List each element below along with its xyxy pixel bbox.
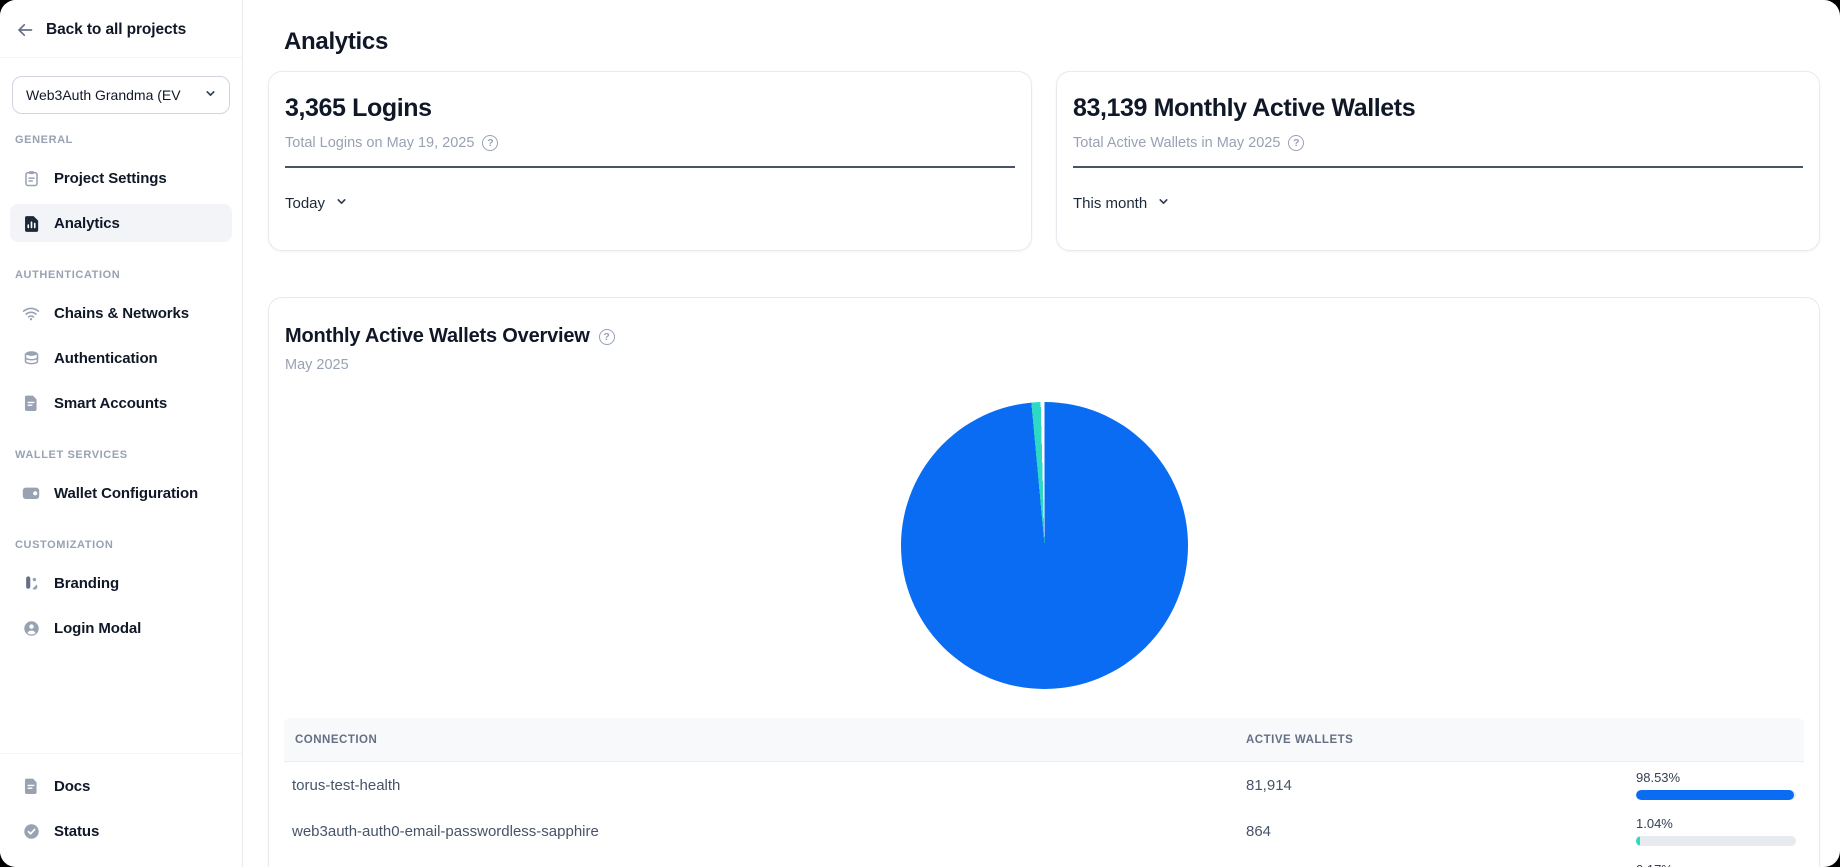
percent-label: 1.04% bbox=[1636, 816, 1673, 831]
section-label: GENERAL bbox=[15, 134, 73, 146]
sidebar-section-wallet-services: WALLET SERVICES Wallet Configuration bbox=[0, 449, 242, 519]
maw-range-value: This month bbox=[1073, 195, 1148, 212]
sidebar-item-docs[interactable]: Docs bbox=[10, 767, 232, 805]
column-header-active-wallets: ACTIVE WALLETS bbox=[1246, 733, 1354, 746]
sidebar-section-customization: CUSTOMIZATION Branding Login Modal bbox=[0, 539, 242, 654]
sidebar-item-branding[interactable]: Branding bbox=[10, 564, 232, 602]
active-wallets-pie-chart bbox=[900, 402, 1188, 689]
percent-cell: 0.17% bbox=[1636, 862, 1804, 867]
sidebar-item-label: Login Modal bbox=[54, 619, 142, 637]
table-header: CONNECTION ACTIVE WALLETS bbox=[284, 718, 1804, 762]
sidebar-item-label: Chains & Networks bbox=[54, 304, 189, 322]
percent-bar bbox=[1636, 836, 1796, 846]
chevron-down-icon bbox=[1157, 195, 1170, 212]
connection-name: web3auth-auth0-email-passwordless-sapphi… bbox=[292, 822, 599, 840]
logins-count: 3,365 Logins bbox=[285, 94, 432, 122]
sidebar-footer: Docs Status bbox=[0, 753, 242, 857]
sidebar-item-label: Docs bbox=[54, 777, 91, 795]
page-title: Analytics bbox=[284, 28, 389, 55]
active-wallets-value: 864 bbox=[1246, 822, 1272, 840]
file-icon bbox=[21, 393, 41, 413]
stat-cards-row: 3,365 Logins Total Logins on May 19, 202… bbox=[268, 71, 1820, 251]
sidebar-item-label: Project Settings bbox=[54, 169, 167, 187]
wifi-icon bbox=[21, 303, 41, 323]
help-icon[interactable]: ? bbox=[482, 135, 499, 151]
percent-label: 0.17% bbox=[1636, 862, 1804, 867]
sidebar-item-project-settings[interactable]: Project Settings bbox=[10, 159, 232, 197]
connection-name: torus-test-health bbox=[292, 776, 401, 794]
table-row: torus-test-health 81,914 98.53% bbox=[284, 762, 1804, 808]
database-icon bbox=[21, 348, 41, 368]
card-divider bbox=[285, 166, 1015, 168]
sidebar: Back to all projects Web3Auth Grandma (E… bbox=[0, 0, 243, 867]
sidebar-item-label: Wallet Configuration bbox=[54, 484, 199, 502]
sidebar-item-chains-networks[interactable]: Chains & Networks bbox=[10, 294, 232, 332]
chevron-down-icon bbox=[335, 195, 348, 212]
sidebar-section-authentication: AUTHENTICATION Chains & Networks Authent… bbox=[0, 269, 242, 429]
active-wallets-value: 81,914 bbox=[1246, 776, 1292, 794]
sidebar-item-label: Status bbox=[54, 822, 100, 840]
percent-label: 98.53% bbox=[1636, 770, 1681, 785]
card-divider bbox=[1073, 166, 1803, 168]
sidebar-item-wallet-configuration[interactable]: Wallet Configuration bbox=[10, 474, 232, 512]
project-selector-value: Web3Auth Grandma (EV bbox=[26, 87, 181, 103]
logins-range-dropdown[interactable]: Today bbox=[285, 195, 348, 212]
table-row: web3auth-auth0-email-passwordless-sapphi… bbox=[284, 808, 1804, 854]
logins-subtitle: Total Logins on May 19, 2025 ? bbox=[285, 135, 1015, 151]
bar-chart-icon bbox=[21, 213, 41, 233]
overview-title: Monthly Active Wallets Overview bbox=[285, 325, 590, 347]
sidebar-item-analytics[interactable]: Analytics bbox=[10, 204, 232, 242]
column-header-connection: CONNECTION bbox=[295, 733, 378, 746]
logins-subtitle-text: Total Logins on May 19, 2025 bbox=[285, 135, 475, 151]
logins-range-value: Today bbox=[285, 195, 326, 212]
clipboard-icon bbox=[21, 168, 41, 188]
sidebar-item-label: Branding bbox=[54, 574, 120, 592]
help-icon[interactable]: ? bbox=[598, 328, 615, 345]
sidebar-item-label: Smart Accounts bbox=[54, 394, 168, 412]
maw-count: 83,139 Monthly Active Wallets bbox=[1073, 94, 1416, 122]
user-circle-icon bbox=[21, 618, 41, 638]
docs-icon bbox=[21, 776, 41, 796]
sidebar-item-authentication[interactable]: Authentication bbox=[10, 339, 232, 377]
logins-card: 3,365 Logins Total Logins on May 19, 202… bbox=[268, 71, 1032, 251]
sidebar-item-status[interactable]: Status bbox=[10, 812, 232, 850]
sidebar-item-smart-accounts[interactable]: Smart Accounts bbox=[10, 384, 232, 422]
section-label: AUTHENTICATION bbox=[15, 269, 121, 281]
project-selector[interactable]: Web3Auth Grandma (EV bbox=[12, 76, 230, 114]
section-label: WALLET SERVICES bbox=[15, 449, 128, 461]
chevron-down-icon bbox=[204, 87, 217, 103]
percent-bar bbox=[1636, 790, 1796, 800]
percent-cell: 98.53% bbox=[1636, 770, 1804, 800]
overview-subtitle: May 2025 bbox=[285, 357, 349, 373]
back-to-projects-label: Back to all projects bbox=[46, 21, 187, 38]
paintbrush-icon bbox=[21, 573, 41, 593]
wallet-icon bbox=[21, 483, 41, 503]
table-row: web3auth-google-sapphire 145 0.17% bbox=[284, 854, 1804, 867]
wallets-overview-card: Monthly Active Wallets Overview ? May 20… bbox=[268, 297, 1820, 867]
sidebar-item-label: Analytics bbox=[54, 214, 120, 232]
arrow-left-icon bbox=[15, 20, 35, 40]
check-circle-icon bbox=[21, 821, 41, 841]
percent-cell: 1.04% bbox=[1636, 816, 1804, 846]
main-content: Analytics 3,365 Logins Total Logins on M… bbox=[243, 0, 1840, 867]
maw-subtitle-text: Total Active Wallets in May 2025 bbox=[1073, 135, 1281, 151]
sidebar-item-login-modal[interactable]: Login Modal bbox=[10, 609, 232, 647]
sidebar-item-label: Authentication bbox=[54, 349, 158, 367]
help-icon[interactable]: ? bbox=[1288, 135, 1305, 151]
section-label: CUSTOMIZATION bbox=[15, 539, 114, 551]
maw-range-dropdown[interactable]: This month bbox=[1073, 195, 1170, 212]
sidebar-section-general: GENERAL Project Settings Analytics bbox=[0, 134, 242, 249]
maw-subtitle: Total Active Wallets in May 2025 ? bbox=[1073, 135, 1803, 151]
connections-table: CONNECTION ACTIVE WALLETS torus-test-hea… bbox=[284, 718, 1804, 867]
back-to-projects-button[interactable]: Back to all projects bbox=[0, 0, 242, 58]
monthly-active-wallets-card: 83,139 Monthly Active Wallets Total Acti… bbox=[1056, 71, 1820, 251]
